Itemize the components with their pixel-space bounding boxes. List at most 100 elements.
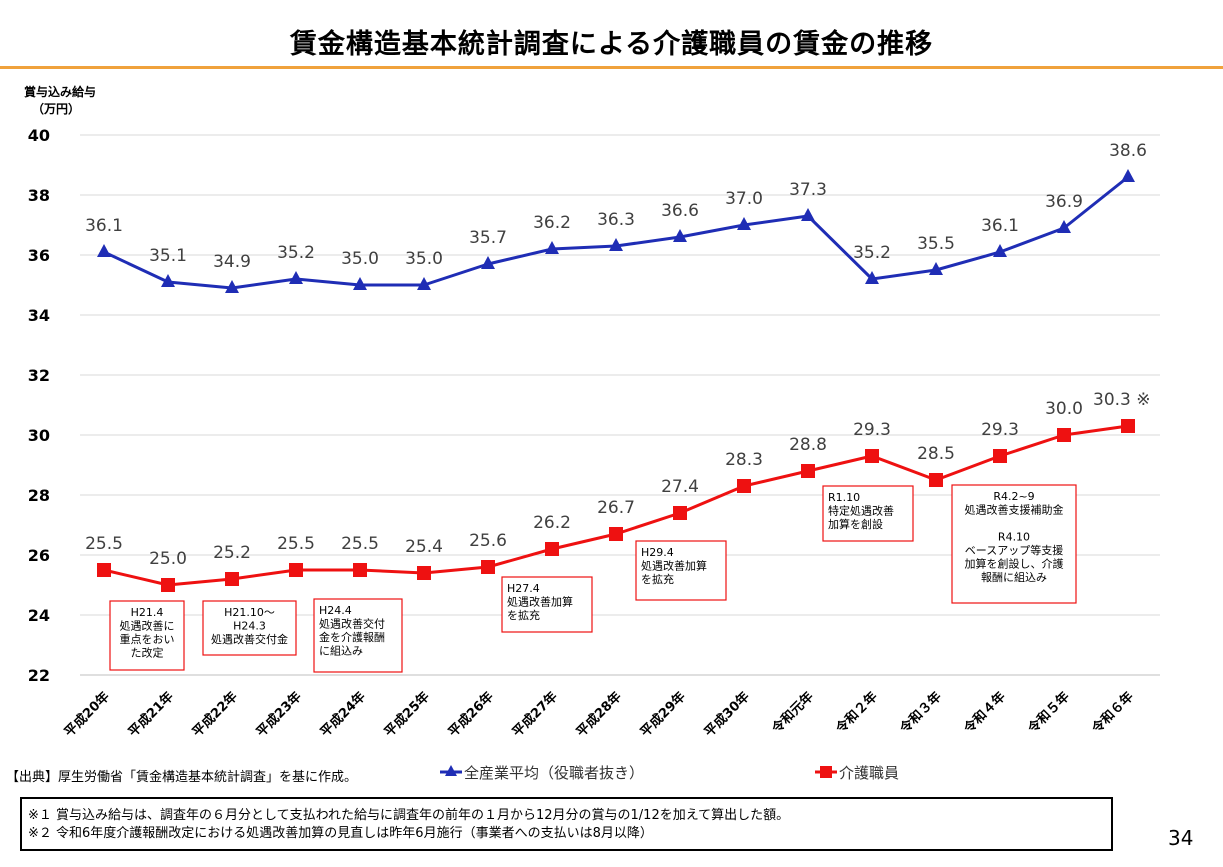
- annotation-box: [951, 484, 1077, 604]
- data-label: 37.0: [725, 189, 763, 209]
- annotation-text: 処遇改善加算: [507, 595, 573, 609]
- y-tick-label: 30: [28, 426, 50, 445]
- data-point-square: [161, 578, 175, 592]
- data-label: 25.5: [341, 534, 379, 554]
- footnote-box: ※１ 賞与込み給与は、調査年の６月分として支払われた給与に調査年の前年の１月から…: [20, 797, 1113, 851]
- annotation-text: 加算を創設: [828, 517, 883, 531]
- data-point-triangle: [545, 241, 559, 254]
- footnote-2: ※２ 令和6年度介護報酬改定における処遇改善加算の見直しは昨年6月施行（事業者へ…: [28, 826, 653, 841]
- legend-marker-triangle: [445, 765, 457, 776]
- x-tick-label: 平成24年: [317, 689, 369, 741]
- annotation-box: [822, 485, 914, 542]
- data-label: 35.5: [917, 234, 955, 254]
- data-label: 35.1: [149, 246, 187, 266]
- annotation-box: [313, 598, 403, 673]
- y-tick-label: 26: [28, 546, 50, 565]
- annotation-text: た改定: [131, 646, 164, 660]
- data-point-square: [1057, 428, 1071, 442]
- data-label: 29.3: [853, 420, 891, 440]
- data-label: 26.7: [597, 498, 635, 518]
- x-tick-label: 平成23年: [253, 689, 305, 741]
- y-axis-title: 賞与込み給与: [24, 84, 96, 99]
- data-label: 35.2: [853, 243, 891, 263]
- data-label: 29.3: [981, 420, 1019, 440]
- data-point-square: [97, 563, 111, 577]
- x-tick-label: 平成20年: [61, 689, 113, 741]
- annotation-text: 加算を創設し、介護: [965, 557, 1064, 571]
- annotation-text: H24.3: [233, 620, 266, 633]
- data-point-triangle: [225, 280, 239, 293]
- data-label: 36.9: [1045, 192, 1083, 212]
- data-label: 28.5: [917, 444, 955, 464]
- page-title: 賃金構造基本統計調査による介護職員の賃金の推移: [289, 29, 934, 60]
- annotation-text: を拡充: [641, 572, 674, 586]
- data-point-triangle: [417, 277, 431, 290]
- data-point-square: [353, 563, 367, 577]
- annotation-box: [635, 540, 727, 601]
- data-point-square: [865, 449, 879, 463]
- data-label: 36.2: [533, 213, 571, 233]
- data-label: 36.3: [597, 210, 635, 230]
- legend-label: 全産業平均（役職者抜き）: [464, 764, 644, 782]
- data-label: 25.6: [469, 531, 507, 551]
- data-label: 37.3: [789, 180, 827, 200]
- y-tick-label: 28: [28, 486, 50, 505]
- x-tick-label: 令和６年: [1089, 689, 1137, 737]
- data-label: 25.0: [149, 549, 187, 569]
- data-point-triangle: [161, 274, 175, 287]
- data-label: 28.8: [789, 435, 827, 455]
- data-label: 25.5: [85, 534, 123, 554]
- legend-marker-square: [820, 766, 832, 778]
- annotation-text: 処遇改善支援補助金: [965, 503, 1064, 517]
- data-label: 35.7: [469, 228, 507, 248]
- data-point-triangle: [1121, 169, 1135, 182]
- data-point-triangle: [865, 271, 879, 284]
- x-tick-label: 平成28年: [573, 689, 625, 741]
- data-label: 30.3 ※: [1093, 390, 1151, 410]
- y-tick-label: 40: [28, 126, 50, 145]
- data-point-triangle: [609, 238, 623, 251]
- y-tick-label: 24: [28, 606, 50, 625]
- x-tick-label: 令和５年: [1025, 689, 1073, 737]
- y-tick-label: 36: [28, 246, 50, 265]
- annotation-text: H24.4: [319, 604, 352, 617]
- data-label: 38.6: [1109, 141, 1147, 161]
- x-tick-label: 令和３年: [897, 689, 945, 737]
- data-point-triangle: [353, 277, 367, 290]
- wage-line-chart: 賞与込み給与 （万円） 22 24 26 28 30 32 34 36 38 40 平成20年 平成21年…: [24, 84, 1160, 782]
- annotation-text: H21.10～: [224, 606, 275, 619]
- annotation-box: [501, 576, 593, 633]
- annotation-text: 重点をおい: [120, 632, 175, 646]
- footnote-1: ※１ 賞与込み給与は、調査年の６月分として支払われた給与に調査年の前年の１月から…: [28, 808, 790, 823]
- x-tick-label: 令和元年: [769, 689, 817, 737]
- annotation-text: 金を介護報酬: [319, 630, 385, 644]
- data-point-square: [929, 473, 943, 487]
- data-point-triangle: [97, 244, 111, 257]
- annotation-text: R4.10: [998, 531, 1030, 544]
- x-tick-label: 令和４年: [961, 689, 1009, 737]
- data-label: 25.2: [213, 543, 251, 563]
- annotation-text: R4.2~9: [993, 490, 1034, 503]
- y-tick-label: 34: [28, 306, 50, 325]
- annotation-text: に組込み: [319, 645, 363, 658]
- annotation-text: 処遇改善交付金: [211, 632, 288, 646]
- x-tick-label: 平成21年: [125, 689, 177, 741]
- data-label: 27.4: [661, 477, 699, 497]
- annotation-text: 処遇改善交付: [319, 617, 385, 631]
- title-underline: [0, 66, 1223, 69]
- annotation-text: H21.4: [131, 606, 164, 619]
- data-point-triangle: [929, 262, 943, 275]
- y-axis-unit: （万円）: [32, 101, 80, 116]
- data-point-square: [609, 527, 623, 541]
- x-tick-label: 平成27年: [509, 689, 561, 741]
- data-label: 25.4: [405, 537, 443, 557]
- data-point-triangle: [993, 244, 1007, 257]
- data-label: 26.2: [533, 513, 571, 533]
- data-point-triangle: [673, 229, 687, 242]
- data-label: 35.0: [405, 249, 443, 269]
- x-tick-label: 平成25年: [381, 689, 433, 741]
- data-point-triangle: [737, 217, 751, 230]
- data-point-triangle: [481, 256, 495, 269]
- data-label: 25.5: [277, 534, 315, 554]
- data-point-square: [737, 479, 751, 493]
